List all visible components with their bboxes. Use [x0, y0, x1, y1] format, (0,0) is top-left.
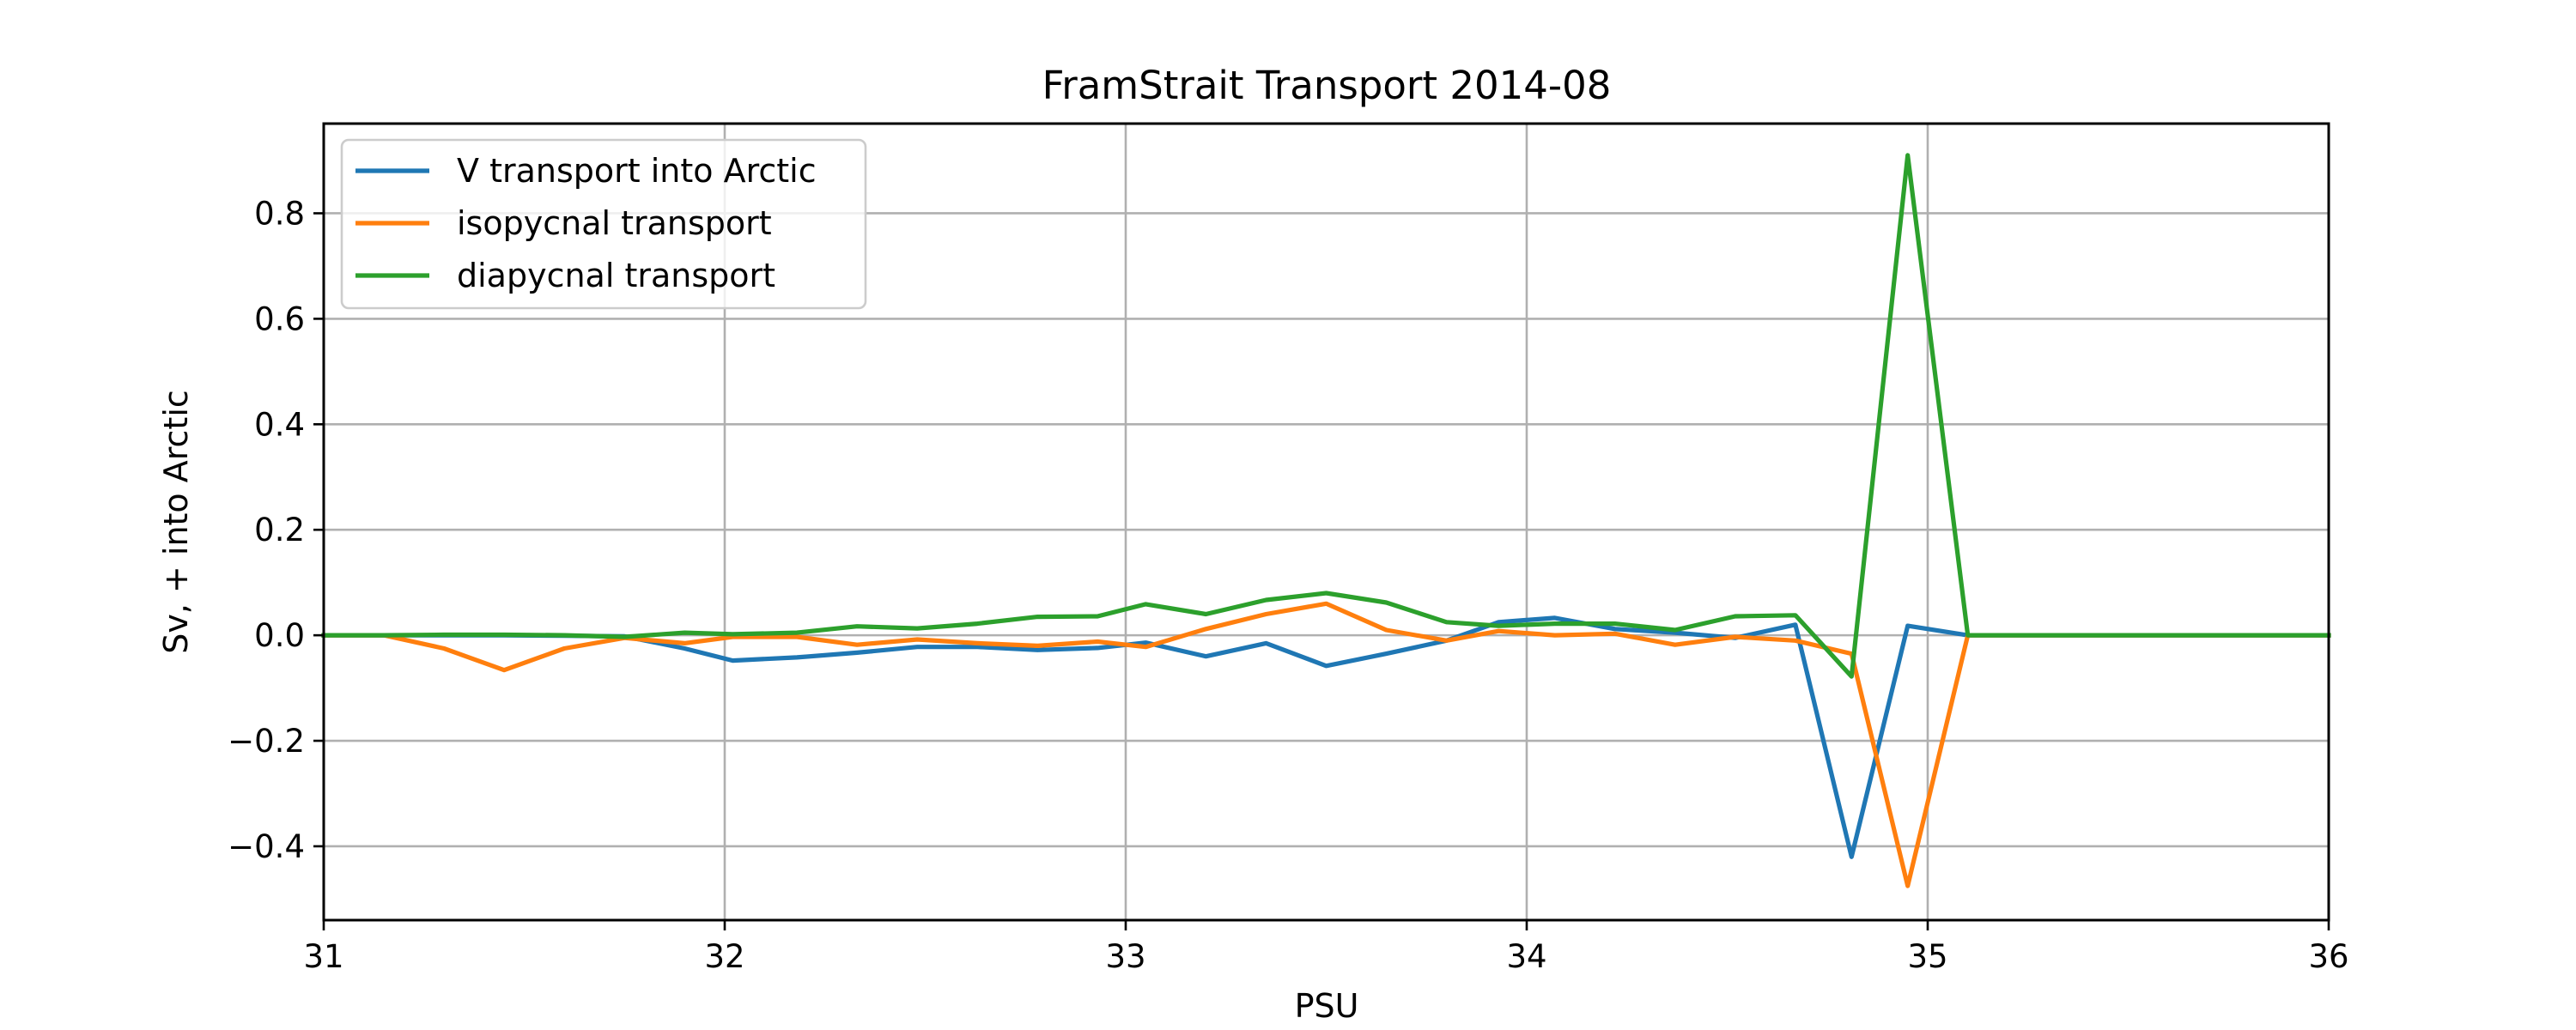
axis-ticks: 31 32 33 34 35 36 −0.4 −0.2 0.0 0.2 0.4 0.6 0.8: [228, 195, 2348, 975]
y-tick-label: 0.0: [254, 617, 305, 654]
y-tick-label: 0.4: [254, 406, 305, 443]
legend: V transport into Arctic isopycnal transpo…: [340, 138, 867, 310]
series-line-2: [321, 601, 2331, 888]
y-tick-label: 0.8: [254, 195, 305, 232]
y-tick-label: 0.2: [254, 512, 305, 548]
y-tick-label: 0.6: [254, 300, 305, 337]
x-tick-label: 32: [704, 938, 744, 975]
legend-box: [340, 138, 867, 310]
x-tick-label: 31: [303, 938, 343, 975]
series-line-3: [321, 153, 2331, 679]
legend-label: V transport into Arctic: [457, 152, 817, 190]
x-tick-label: 36: [2308, 938, 2348, 975]
y-axis-label: Sv, + into Arctic: [157, 390, 195, 654]
y-tick-label: −0.4: [228, 828, 305, 865]
x-tick-label: 35: [1907, 938, 1947, 975]
x-tick-label: 33: [1105, 938, 1145, 975]
legend-label: diapycnal transport: [457, 257, 775, 294]
y-tick-label: −0.2: [228, 723, 305, 760]
series-lines: [321, 153, 2331, 888]
chart-title: FramStrait Transport 2014-08: [1042, 63, 1612, 108]
legend-label: isopycnal transport: [457, 204, 772, 242]
x-tick-label: 34: [1506, 938, 1546, 975]
x-axis-label: PSU: [1295, 987, 1359, 1025]
plot-area-frame: [322, 122, 2330, 922]
